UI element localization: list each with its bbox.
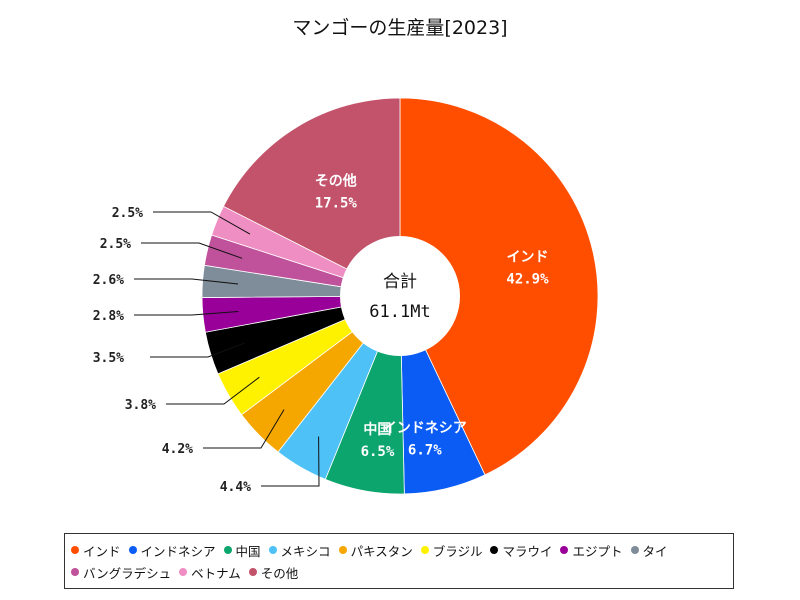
- legend-item: その他: [248, 561, 299, 583]
- leader-line: [166, 376, 260, 405]
- legend-dot-icon: [268, 546, 277, 554]
- legend-item: メキシコ: [268, 539, 331, 561]
- slice-name-label: その他: [315, 172, 357, 189]
- leader-line: [153, 211, 251, 235]
- legend-item: インド: [71, 539, 121, 561]
- legend-dot-icon: [420, 546, 429, 554]
- legend-label: バングラデシュ: [83, 565, 172, 581]
- legend-label: エジプト: [572, 543, 623, 559]
- legend-label: パキスタン: [350, 543, 413, 559]
- legend-label: インド: [83, 543, 121, 559]
- legend-dot-icon: [490, 546, 499, 554]
- legend-dot-icon: [71, 546, 79, 554]
- legend-dot-icon: [71, 568, 79, 576]
- donut-hole: [340, 236, 460, 356]
- slice-value-label: 2.6%: [93, 273, 124, 288]
- legend-dot-icon: [560, 546, 569, 554]
- legend-item: バングラデシュ: [71, 561, 171, 583]
- slice-value-label: 3.5%: [93, 351, 124, 366]
- legend-item: 中国: [223, 539, 261, 561]
- legend-label: ブラジル: [432, 543, 483, 559]
- slice-name-label: 中国: [363, 421, 391, 438]
- slice-value-label: 6.7%: [408, 443, 442, 459]
- legend-dot-icon: [223, 546, 232, 554]
- slice-value-label: 2.5%: [100, 237, 131, 252]
- slice-value-label: 42.9%: [506, 271, 549, 287]
- slice-name-label: インド: [506, 249, 548, 265]
- slice-value-label: 17.5%: [315, 195, 358, 211]
- slice-0: [399, 97, 599, 476]
- legend-dot-icon: [179, 568, 188, 576]
- chart-title: マンゴーの生産量[2023]: [292, 17, 507, 39]
- leader-line: [134, 311, 239, 316]
- leader-line: [134, 278, 239, 285]
- legend-label: ベトナム: [191, 565, 241, 581]
- legend-label: 中国: [235, 543, 261, 559]
- legend-item: ベトナム: [179, 561, 241, 583]
- leader-line: [203, 409, 285, 449]
- leader-line: [261, 436, 320, 487]
- slice-value-label: 4.4%: [220, 480, 251, 495]
- legend-dot-icon: [338, 546, 347, 554]
- legend-label: メキシコ: [280, 543, 331, 559]
- slice-value-label: 6.5%: [361, 444, 395, 460]
- legend-item: パキスタン: [338, 539, 413, 561]
- legend: インド インドネシア 中国 メキシコ パキスタン ブラジル マラウイ エジプト タイバングラデシ…: [64, 533, 734, 589]
- legend-item: ブラジル: [420, 539, 483, 561]
- slice-11: [222, 97, 401, 297]
- slice-value-label: 3.8%: [125, 398, 156, 413]
- slice-value-label: 4.2%: [162, 442, 193, 457]
- legend-item: タイ: [630, 539, 668, 561]
- center-label: 合計: [383, 272, 417, 292]
- center-value: 61.1Mt: [369, 302, 430, 322]
- pie-chart: マンゴーの生産量[2023] 合計 61.1Mt インド 42.9% インドネシア 6…: [93, 17, 599, 495]
- leader-line: [150, 342, 245, 358]
- legend-item: マラウイ: [490, 539, 552, 561]
- legend-label: インドネシア: [140, 543, 216, 559]
- leader-line: [141, 242, 243, 259]
- legend-item: インドネシア: [128, 539, 216, 561]
- legend-label: マラウイ: [502, 543, 553, 559]
- legend-dot-icon: [630, 546, 639, 554]
- slice-value-label: 2.5%: [112, 206, 143, 221]
- legend-label: タイ: [642, 543, 668, 559]
- legend-item: エジプト: [560, 539, 623, 561]
- slice-value-label: 2.8%: [93, 309, 124, 324]
- legend-dot-icon: [128, 546, 137, 554]
- legend-label: その他: [260, 565, 299, 581]
- slice-name-label: インドネシア: [383, 421, 467, 437]
- legend-dot-icon: [248, 568, 257, 576]
